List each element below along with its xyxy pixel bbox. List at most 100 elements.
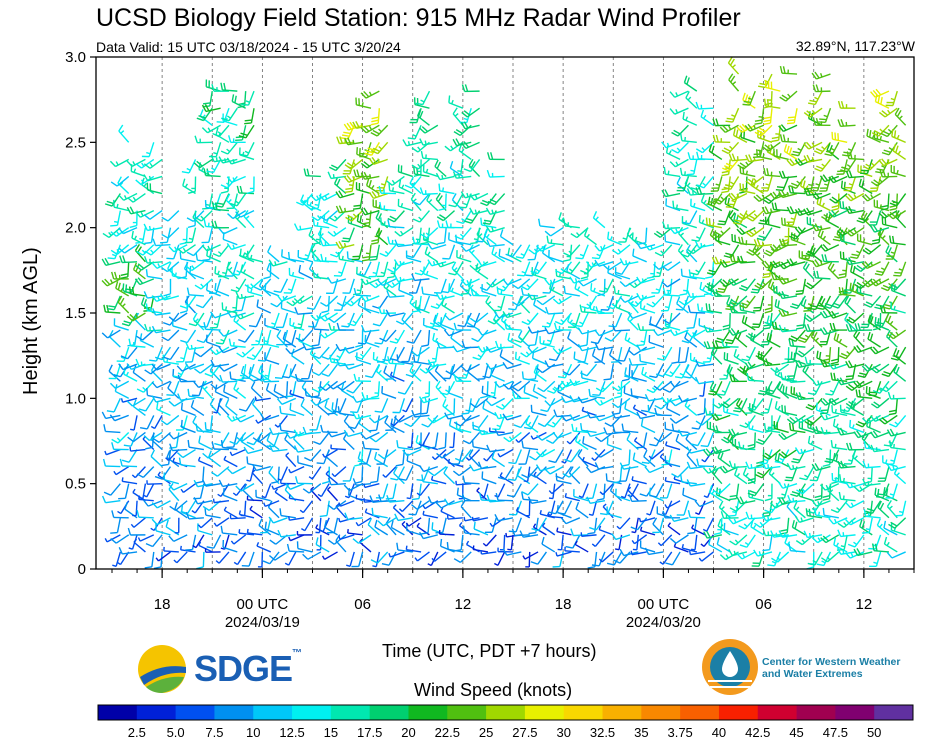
wind-barb xyxy=(411,346,430,357)
barb-shaft xyxy=(449,363,456,379)
wind-barb xyxy=(226,310,246,319)
barb-feather xyxy=(294,373,299,382)
barb-shaft xyxy=(357,457,372,468)
wind-barb xyxy=(603,261,622,271)
barb-feather xyxy=(378,494,382,502)
barb-shaft xyxy=(117,301,130,314)
barb-shaft xyxy=(233,388,247,399)
barb-half-feather xyxy=(377,192,380,197)
barb-shaft xyxy=(188,446,205,451)
barb-shaft xyxy=(641,425,656,434)
barb-feather xyxy=(196,160,203,167)
barb-half-feather xyxy=(427,251,431,256)
wind-barb xyxy=(261,374,280,383)
barb-shaft xyxy=(503,534,506,550)
barb-half-feather xyxy=(560,268,565,272)
wind-barb xyxy=(434,159,447,177)
barb-feather xyxy=(544,468,551,475)
barb-shaft xyxy=(396,329,406,344)
wind-barb xyxy=(230,278,247,293)
barb-shaft xyxy=(297,547,313,553)
barb-shaft xyxy=(237,278,247,293)
barb-feather xyxy=(621,378,630,382)
barb-shaft xyxy=(448,289,464,297)
wind-barb xyxy=(493,295,506,312)
barb-half-feather xyxy=(301,199,306,204)
barb-feather xyxy=(217,397,223,405)
barb-half-feather xyxy=(489,522,493,527)
wind-barb xyxy=(202,91,213,108)
barb-feather xyxy=(371,116,379,120)
barb-feather xyxy=(246,356,255,361)
barb-shaft xyxy=(265,528,280,536)
wind-barb xyxy=(240,365,255,382)
barb-feather xyxy=(257,433,262,442)
barb-half-feather xyxy=(409,182,414,187)
barb-feather xyxy=(435,502,442,509)
wind-barb xyxy=(374,329,389,345)
barb-half-feather xyxy=(198,541,202,546)
barb-feather xyxy=(607,231,610,240)
barb-shaft xyxy=(541,363,556,374)
barb-shaft xyxy=(169,346,180,360)
wind-barb xyxy=(258,365,272,382)
wind-barb xyxy=(134,209,155,218)
barb-half-feather xyxy=(380,271,385,275)
barb-feather xyxy=(181,171,190,174)
barb-shaft xyxy=(409,370,422,382)
wind-barb xyxy=(419,124,439,134)
barb-half-feather xyxy=(596,253,601,257)
wind-barb xyxy=(422,164,439,178)
wind-barb xyxy=(377,278,397,287)
barb-half-feather xyxy=(631,531,636,534)
barb-shaft xyxy=(623,465,639,470)
wind-barb xyxy=(628,346,648,356)
barb-shaft xyxy=(150,227,155,243)
barb-half-feather xyxy=(104,450,107,455)
barb-half-feather xyxy=(357,414,360,419)
barb-half-feather xyxy=(477,268,481,273)
wind-barb xyxy=(372,551,381,568)
barb-shaft xyxy=(466,363,480,372)
barb-half-feather xyxy=(417,163,421,168)
barb-shaft xyxy=(603,483,606,499)
wind-barb xyxy=(421,330,431,348)
barb-half-feather xyxy=(284,562,290,566)
barb-feather xyxy=(228,135,232,143)
barb-half-feather xyxy=(375,356,379,361)
barb-feather xyxy=(311,395,319,398)
barb-shaft xyxy=(382,483,389,499)
barb-feather xyxy=(335,191,341,199)
barb-feather xyxy=(229,440,237,445)
wind-barb xyxy=(246,456,263,468)
barb-half-feather xyxy=(546,322,551,325)
wind-barb xyxy=(389,346,406,361)
barb-feather xyxy=(312,241,321,245)
barb-half-feather xyxy=(137,269,142,274)
barb-feather xyxy=(104,257,110,265)
wind-barb xyxy=(381,386,397,399)
barb-shaft xyxy=(167,387,180,399)
barb-feather xyxy=(312,371,320,376)
barb-feather xyxy=(341,325,349,328)
barb-half-feather xyxy=(487,301,492,305)
barb-feather xyxy=(143,499,149,507)
barb-shaft xyxy=(192,210,205,222)
barb-half-feather xyxy=(577,439,581,444)
barb-feather xyxy=(432,332,436,341)
wind-barb xyxy=(327,380,347,390)
barb-half-feather xyxy=(385,285,390,290)
barb-shaft xyxy=(427,330,431,346)
wind-barb xyxy=(396,440,413,451)
wind-barb xyxy=(235,125,247,142)
wind-barb xyxy=(420,227,439,239)
wind-barb xyxy=(298,264,313,280)
barb-half-feather xyxy=(463,202,468,206)
barb-feather xyxy=(143,255,148,264)
barb-feather xyxy=(407,137,416,140)
wind-barb xyxy=(427,551,439,567)
wind-barb xyxy=(143,158,163,169)
barb-feather xyxy=(336,385,343,391)
barb-feather xyxy=(246,456,249,464)
barb-shaft xyxy=(426,227,439,239)
